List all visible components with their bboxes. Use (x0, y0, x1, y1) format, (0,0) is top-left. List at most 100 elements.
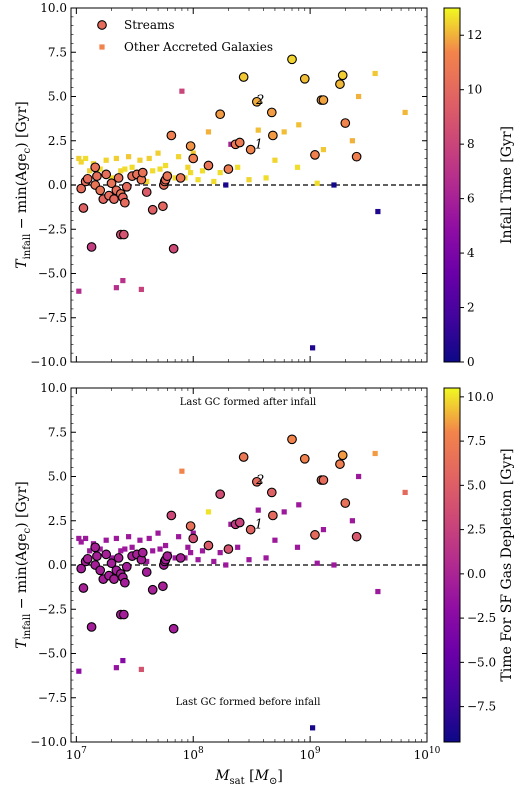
data-point-other-accreted (205, 509, 212, 515)
colorbar-tick-label: −2.5 (467, 611, 496, 625)
data-point-stream (299, 453, 310, 464)
data-point-stream (351, 531, 362, 542)
data-point-other-accreted (113, 535, 119, 542)
data-point-other-accreted (402, 489, 408, 496)
y-tick-label: −5.0 (38, 647, 67, 661)
data-point-stream (175, 553, 186, 563)
x-tick-label: 109 (300, 746, 321, 762)
data-point-other-accreted (76, 535, 82, 542)
data-point-stream (90, 162, 101, 173)
data-point-stream (119, 229, 129, 240)
colorbar-label: Time For SF Gas Depletion [Gyr] (499, 448, 515, 681)
data-point-stream (238, 72, 249, 82)
y-tick-label: −7.5 (38, 311, 67, 325)
data-point-stream (137, 547, 148, 558)
y-tick-label: 5.0 (48, 470, 67, 484)
data-point-other-accreted (118, 168, 124, 174)
data-point-stream (215, 489, 226, 500)
y-axis-label: Tinfall − min(Agec) [Gyr] (14, 481, 33, 649)
data-point-other-accreted (150, 168, 156, 174)
data-point-stream (188, 533, 199, 544)
data-point-other-accreted (263, 555, 269, 561)
data-point-stream (175, 173, 186, 183)
colorbar-tick-label: 5.0 (467, 478, 486, 492)
data-point-other-accreted (185, 164, 191, 170)
data-point-other-accreted (146, 155, 152, 162)
data-point-other-accreted (113, 155, 119, 162)
data-point-other-accreted (211, 558, 217, 565)
colorbar-tick-label: 2 (467, 301, 475, 315)
data-point-other-accreted (97, 546, 103, 552)
colorbar-tick-label: −7.5 (467, 700, 496, 714)
data-point-other-accreted (199, 168, 206, 174)
data-point-other-accreted (118, 548, 124, 554)
data-point-stream (158, 201, 168, 212)
data-point-other-accreted (372, 70, 378, 77)
data-point-stream (78, 583, 89, 593)
colorbar (443, 387, 461, 743)
data-point-other-accreted (255, 127, 261, 133)
data-point-other-accreted (190, 530, 196, 536)
data-point-other-accreted (188, 550, 194, 556)
data-point-stream (86, 622, 97, 632)
data-point-stream (141, 187, 152, 197)
legend-marker-other (99, 44, 105, 50)
data-point-other-accreted (255, 507, 261, 513)
data-point-stream (106, 558, 117, 569)
data-point-stream (109, 574, 119, 585)
data-point-other-accreted (356, 93, 362, 100)
data-point-other-accreted (78, 539, 84, 545)
data-point-stream (113, 553, 124, 563)
data-point-stream (92, 171, 102, 181)
data-point-stream (162, 171, 173, 181)
data-point-other-accreted (103, 157, 109, 163)
data-point-other-accreted (272, 157, 278, 163)
data-point-other-accreted (179, 88, 185, 94)
data-point-other-accreted (402, 109, 408, 116)
data-point-stream (141, 567, 152, 577)
data-point-stream (203, 160, 214, 171)
y-tick-label: 7.5 (48, 425, 67, 439)
data-point-other-accreted (246, 557, 252, 563)
data-point-stream (113, 173, 124, 183)
data-point-stream (238, 452, 249, 462)
data-point-stream (166, 510, 177, 521)
point-annotation: 1 (255, 517, 263, 532)
data-point-stream (245, 524, 256, 535)
y-tick-label: −10.0 (30, 735, 67, 749)
data-point-stream (287, 54, 297, 65)
data-point-other-accreted (126, 154, 132, 160)
data-point-other-accreted (120, 277, 126, 284)
data-point-other-accreted (162, 162, 169, 169)
data-point-stream (310, 530, 320, 540)
data-point-other-accreted (309, 345, 316, 351)
data-point-other-accreted (122, 166, 128, 172)
colorbar-tick-label: 2.5 (467, 523, 486, 537)
x-tick-label: 1010 (414, 746, 441, 762)
data-point-other-accreted (294, 544, 301, 550)
colorbar-label: Infall Time [Gyr] (499, 126, 515, 244)
data-point-stream (340, 118, 351, 128)
data-point-other-accreted (246, 177, 252, 183)
data-point-other-accreted (172, 555, 178, 561)
data-point-stream (223, 164, 234, 174)
data-point-other-accreted (76, 288, 82, 294)
data-point-other-accreted (372, 450, 378, 457)
data-point-stream (337, 450, 348, 461)
data-point-other-accreted (272, 537, 278, 543)
data-point-other-accreted (294, 164, 301, 170)
y-tick-label: −10.0 (30, 355, 67, 369)
data-point-other-accreted (190, 150, 196, 156)
data-point-other-accreted (349, 518, 355, 524)
y-tick-label: −2.5 (38, 222, 67, 236)
data-point-stream (268, 130, 278, 141)
data-point-other-accreted (146, 535, 152, 542)
data-point-other-accreted (155, 150, 161, 156)
data-point-other-accreted (235, 544, 241, 550)
y-tick-label: −7.5 (38, 691, 67, 705)
data-point-stream (137, 167, 148, 178)
colorbar-tick-label: −5.0 (467, 655, 496, 669)
data-point-other-accreted (150, 548, 156, 554)
data-point-stream (106, 178, 117, 189)
data-point-stream (215, 109, 226, 120)
